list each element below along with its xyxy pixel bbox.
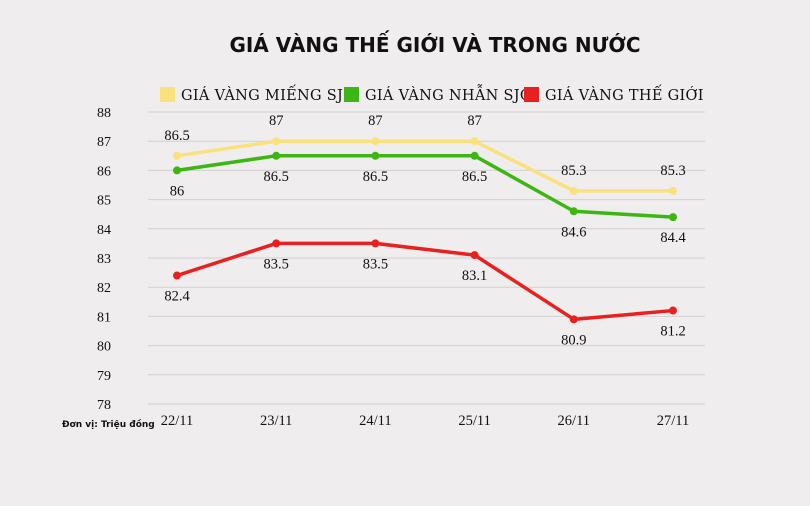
series-line-gia-vang-mieng-sjc <box>176 139 673 193</box>
legend-swatch-gia-vang-the-gioi <box>524 87 539 102</box>
y-tick-label: 84 <box>97 223 111 238</box>
data-label-gia-vang-mieng-sjc: 85.3 <box>660 163 685 179</box>
y-tick-label: 78 <box>97 398 111 413</box>
data-point-gia-vang-nhan-sjc <box>669 213 677 222</box>
data-label-gia-vang-the-gioi: 81.2 <box>660 324 685 340</box>
x-tick-label: 24/11 <box>359 413 392 429</box>
series-lines <box>173 137 677 324</box>
y-tick-label: 87 <box>97 135 111 150</box>
data-label-gia-vang-the-gioi: 83.5 <box>264 256 289 272</box>
y-tick-label: 85 <box>97 194 111 209</box>
data-label-gia-vang-nhan-sjc: 84.4 <box>660 230 686 246</box>
data-label-gia-vang-nhan-sjc: 86.5 <box>462 169 487 185</box>
x-tick-label: 22/11 <box>161 413 194 429</box>
data-label-gia-vang-nhan-sjc: 86.5 <box>363 169 388 185</box>
data-label-gia-vang-the-gioi: 82.4 <box>164 289 190 305</box>
y-tick-label: 82 <box>97 281 111 296</box>
y-tick-label: 86 <box>97 164 111 179</box>
data-point-gia-vang-mieng-sjc <box>569 186 578 195</box>
data-point-gia-vang-mieng-sjc <box>470 137 479 146</box>
data-point-gia-vang-the-gioi <box>669 306 677 315</box>
data-point-gia-vang-nhan-sjc <box>569 207 578 216</box>
legend-swatch-gia-vang-nhan-sjc <box>344 87 359 102</box>
chart-title: GIÁ VÀNG THẾ GIỚI VÀ TRONG NƯỚC <box>229 31 640 57</box>
x-axis-ticks: 22/11 23/11 24/11 25/11 26/11 27/11 <box>161 413 690 429</box>
series-line-gia-vang-nhan-sjc <box>176 154 674 219</box>
data-point-gia-vang-the-gioi <box>173 271 181 280</box>
data-point-gia-vang-nhan-sjc <box>470 151 479 160</box>
gridlines <box>148 111 705 405</box>
legend-label-gia-vang-nhan-sjc: GIÁ VÀNG NHẪN SJC <box>365 84 531 104</box>
data-point-gia-vang-mieng-sjc <box>272 137 281 146</box>
unit-note: Đơn vị: Triệu đồng <box>62 419 155 430</box>
data-point-gia-vang-mieng-sjc <box>669 186 677 195</box>
y-tick-label: 83 <box>97 252 111 267</box>
y-tick-label: 79 <box>97 369 111 384</box>
data-point-gia-vang-nhan-sjc <box>371 151 380 160</box>
x-tick-label: 27/11 <box>657 413 690 429</box>
data-point-gia-vang-the-gioi <box>272 239 281 248</box>
data-label-gia-vang-mieng-sjc: 87 <box>269 113 284 129</box>
data-point-gia-vang-mieng-sjc <box>173 151 181 160</box>
y-tick-label: 81 <box>97 310 111 325</box>
data-point-gia-vang-nhan-sjc <box>272 151 281 160</box>
data-label-gia-vang-mieng-sjc: 85.3 <box>561 163 586 179</box>
data-label-gia-vang-nhan-sjc: 86.5 <box>264 169 289 185</box>
data-point-gia-vang-the-gioi <box>569 315 578 324</box>
x-tick-label: 23/11 <box>260 413 293 429</box>
data-label-gia-vang-nhan-sjc: 86 <box>170 183 185 199</box>
x-tick-label: 25/11 <box>458 413 491 429</box>
y-tick-label: 88 <box>97 106 111 121</box>
data-label-gia-vang-mieng-sjc: 86.5 <box>164 128 189 144</box>
x-tick-label: 26/11 <box>558 413 591 429</box>
data-point-gia-vang-nhan-sjc <box>173 166 181 175</box>
y-axis-ticks: 78 79 80 81 82 83 84 85 86 87 88 <box>97 106 111 413</box>
data-label-gia-vang-nhan-sjc: 84.6 <box>561 224 586 240</box>
legend-label-gia-vang-mieng-sjc: GIÁ VÀNG MIẾNG SJC <box>181 84 355 104</box>
data-label-gia-vang-the-gioi: 80.9 <box>561 332 586 348</box>
y-tick-label: 80 <box>97 340 111 355</box>
legend-swatch-gia-vang-mieng-sjc <box>160 87 175 102</box>
legend-label-gia-vang-the-gioi: GIÁ VÀNG THẾ GIỚI <box>545 84 704 104</box>
legend: GIÁ VÀNG MIẾNG SJC GIÁ VÀNG NHẪN SJC GIÁ V… <box>160 84 704 104</box>
data-point-gia-vang-the-gioi <box>371 239 380 248</box>
series-line-gia-vang-the-gioi <box>176 241 674 322</box>
data-point-gia-vang-mieng-sjc <box>371 137 380 146</box>
data-label-gia-vang-mieng-sjc: 87 <box>467 113 482 129</box>
data-point-gia-vang-the-gioi <box>470 251 479 260</box>
data-label-gia-vang-the-gioi: 83.1 <box>462 268 487 284</box>
data-label-gia-vang-the-gioi: 83.5 <box>363 256 388 272</box>
data-label-gia-vang-mieng-sjc: 87 <box>368 113 383 129</box>
data-labels: 86.5 87 87 87 85.3 85.3 86 86.5 86.5 86.5 84.6 84.4… <box>164 113 686 348</box>
